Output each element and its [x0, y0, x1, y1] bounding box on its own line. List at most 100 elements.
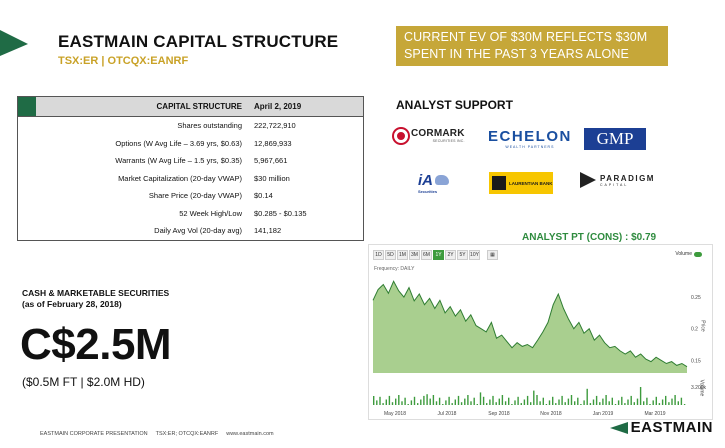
volume-bar — [523, 399, 526, 405]
volume-bar — [577, 397, 579, 405]
capital-structure-table: CAPITAL STRUCTURE April 2, 2019 Shares o… — [17, 96, 364, 241]
range-selector: 1D 5D 1M 3M 6M 1Y 2Y 5Y 10Y ▦ — [373, 250, 498, 260]
ev-callout: CURRENT EV OF $30M REFLECTS $30M SPENT I… — [396, 26, 668, 66]
row-label: Market Capitalization (20-day VWAP) — [118, 173, 242, 183]
range-button-6m[interactable]: 6M — [421, 250, 432, 260]
range-button-10y[interactable]: 10Y — [469, 250, 480, 260]
cash-section-title: CASH & MARKETABLE SECURITIES (as of Febr… — [22, 288, 169, 310]
paradigm-wordmark: PARADIGM CAPITAL — [600, 174, 655, 187]
footer: EASTMAIN CORPORATE PRESENTATION TSX:ER; … — [40, 431, 274, 437]
eastmain-mark-icon — [609, 421, 628, 434]
volume-bar — [395, 398, 397, 405]
volume-bar — [646, 397, 648, 405]
laurentian-name: LAURENTIAN BANK — [509, 180, 553, 186]
cormark-subtitle: SECURITIES INC. — [432, 139, 465, 143]
volume-bar — [552, 396, 554, 405]
corner-logo-mark — [0, 30, 28, 56]
analyst-support-title: ANALYST SUPPORT — [396, 98, 513, 112]
volume-bar — [652, 400, 654, 405]
footer-website[interactable]: www.eastmain.com — [226, 431, 274, 437]
paradigm-triangle-icon — [580, 172, 596, 188]
volume-bar — [435, 401, 438, 405]
analyst-price-target: ANALYST PT (CONS) : $0.79 — [522, 232, 657, 243]
volume-bar — [558, 399, 560, 405]
volume-bar — [617, 400, 620, 405]
range-button-3m[interactable]: 3M — [409, 250, 420, 260]
volume-bar — [489, 399, 491, 405]
table-header-accent — [18, 97, 36, 116]
cormark-name: CORMARK — [411, 128, 465, 139]
footer-logo-text: EASTMAIN — [630, 419, 713, 436]
volume-bar — [636, 398, 639, 405]
y-tick-label: 0.25 — [691, 295, 701, 301]
volume-bar — [426, 394, 428, 405]
volume-bar — [580, 404, 582, 405]
volume-bar — [492, 395, 494, 405]
volume-bar — [432, 395, 435, 405]
laurentian-emblem-icon — [492, 176, 506, 190]
volume-bar — [388, 395, 391, 405]
x-tick-label: Nov 2018 — [540, 411, 562, 417]
range-button-5d[interactable]: 5D — [385, 250, 396, 260]
table-header: CAPITAL STRUCTURE April 2, 2019 — [18, 97, 363, 117]
volume-bar — [486, 403, 488, 405]
cash-title-line1: CASH & MARKETABLE SECURITIES — [22, 288, 170, 298]
volume-bar — [621, 396, 623, 405]
cash-amount: C$2.5M — [20, 320, 172, 369]
table-header-date: April 2, 2019 — [254, 102, 302, 111]
volume-bar — [504, 401, 507, 405]
price-line — [372, 280, 688, 368]
page-title: EASTMAIN CAPITAL STRUCTURE — [58, 32, 339, 51]
volume-bar — [649, 404, 651, 405]
row-label: Options (W Avg Life – 3.69 yrs, $0.63) — [115, 138, 242, 148]
footer-logo: EASTMAIN — [609, 419, 713, 436]
range-button-2y[interactable]: 2Y — [445, 250, 456, 260]
volume-bar — [633, 402, 635, 405]
volume-bar — [417, 403, 419, 405]
volume-bar — [627, 399, 629, 405]
volume-bar — [683, 404, 686, 405]
volume-bar — [401, 401, 403, 405]
volume-axis-label: Volume — [698, 379, 705, 397]
ia-subtitle: Securities — [418, 189, 438, 194]
toggle-switch-icon — [694, 251, 702, 257]
row-value: 12,869,933 — [254, 138, 292, 148]
volume-bar — [655, 396, 657, 405]
range-button-5y[interactable]: 5Y — [457, 250, 468, 260]
volume-bar — [517, 396, 519, 405]
cormark-wordmark: CORMARK SECURITIES INC. — [411, 128, 465, 143]
table-row: Shares outstanding 222,722,910 — [18, 117, 363, 135]
volume-bar — [501, 395, 504, 405]
volume-bar — [467, 395, 469, 405]
volume-toggle[interactable]: Volume — [675, 251, 702, 257]
range-button-1y[interactable]: 1Y — [433, 250, 444, 260]
echelon-logo: ECHELON WEALTH PARTNERS — [488, 128, 572, 149]
row-label: Warrants (W Avg Life – 1.5 yrs, $0.35) — [115, 156, 242, 166]
volume-bar — [592, 399, 595, 405]
volume-bar — [514, 400, 516, 405]
calendar-icon[interactable]: ▦ — [487, 250, 498, 260]
volume-bar — [457, 395, 460, 405]
volume-bar — [379, 396, 381, 405]
table-row: Share Price (20-day VWAP) $0.14 — [18, 187, 363, 205]
volume-bar — [639, 387, 642, 405]
row-value: $0.14 — [254, 191, 273, 201]
volume-bar — [680, 397, 683, 405]
volume-bar — [564, 402, 566, 405]
volume-bar — [671, 398, 673, 405]
volume-bar — [589, 403, 592, 405]
volume-bar — [661, 399, 664, 405]
range-button-1m[interactable]: 1M — [397, 250, 408, 260]
cash-title-line2: (as of February 28, 2018) — [22, 299, 122, 309]
volume-bar — [583, 400, 585, 405]
paradigm-capital-logo: PARADIGM CAPITAL — [580, 172, 655, 188]
table-row: Options (W Avg Life – 3.69 yrs, $0.63) 1… — [18, 135, 363, 153]
volume-bar — [460, 402, 463, 405]
table-row: 52 Week High/Low $0.285 - $0.135 — [18, 205, 363, 223]
ticker-symbols: TSX:ER | OTCQX:EANRF — [58, 55, 189, 67]
range-button-1d[interactable]: 1D — [373, 250, 384, 260]
stock-chart: 1D 5D 1M 3M 6M 1Y 2Y 5Y 10Y ▦ Volume Fre… — [368, 244, 713, 420]
volume-bar — [410, 400, 413, 405]
echelon-name: ECHELON — [488, 128, 572, 145]
volume-bar — [595, 395, 598, 405]
